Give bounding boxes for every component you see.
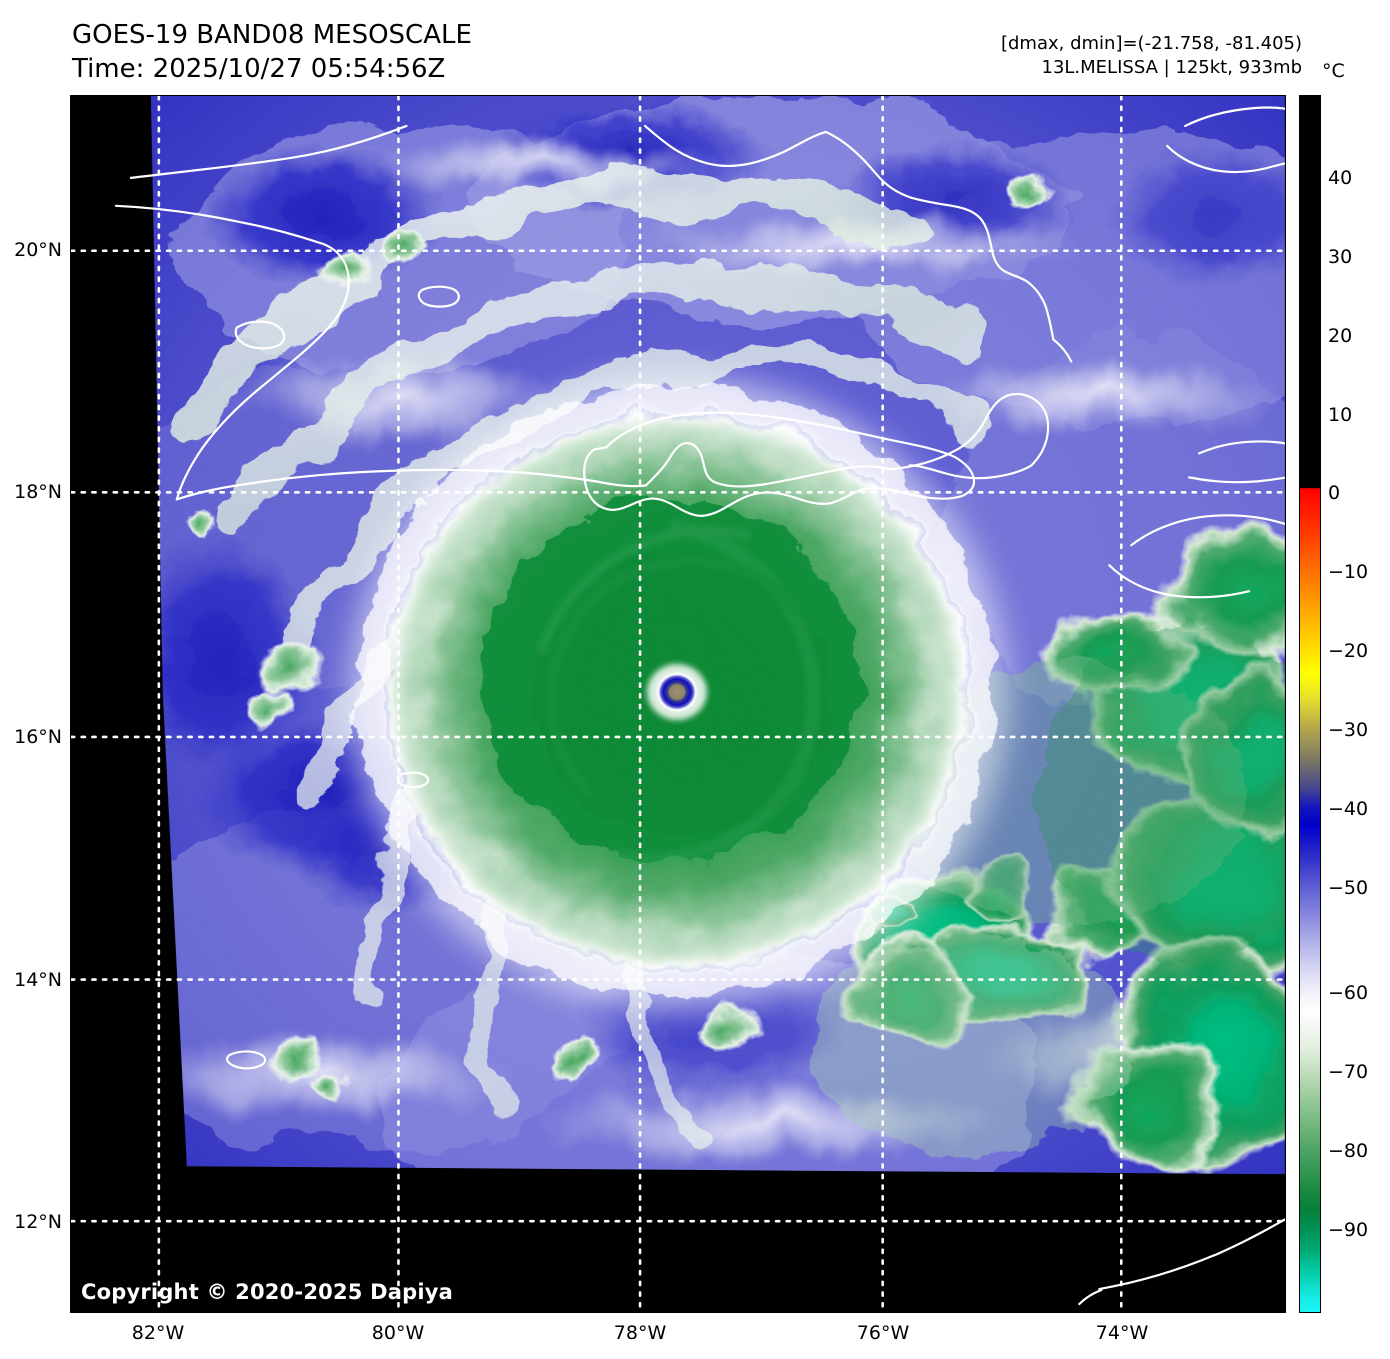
cbar-tick-m50: −50 — [1328, 877, 1369, 899]
coastline-south-america-w — [1078, 1288, 1103, 1306]
cbar-tick-10: 10 — [1328, 404, 1353, 426]
y-tick-16n: 16°N — [14, 726, 62, 748]
colorbar-gradient — [1300, 96, 1320, 1312]
cbar-tick-m40: −40 — [1328, 798, 1369, 820]
satellite-data-swath — [150, 96, 1285, 1175]
cbar-tick-m10: −10 — [1328, 561, 1369, 583]
coastline-cuba-west — [114, 204, 350, 501]
satellite-image-plot[interactable]: Copyright © 2020-2025 Dapiya — [70, 95, 1286, 1313]
coastline-grand-cayman — [234, 320, 286, 350]
y-tick-12n: 12°N — [14, 1211, 62, 1233]
x-tick-74w: 74°W — [1095, 1322, 1149, 1344]
y-tick-20n: 20°N — [14, 239, 62, 261]
coastline-hispaniola-sw — [1130, 514, 1285, 547]
cbar-tick-40: 40 — [1328, 167, 1353, 189]
coastlines-layer — [114, 106, 1285, 1306]
coastline-cuba-north — [129, 124, 408, 179]
cbar-tick-m20: −20 — [1328, 640, 1369, 662]
cbar-tick-m80: −80 — [1328, 1140, 1369, 1162]
cbar-tick-0: 0 — [1328, 482, 1341, 504]
coastline-cuba-south — [175, 468, 648, 501]
coastline-hispaniola-s — [1108, 564, 1251, 599]
coastline-cuba-east-tip — [888, 392, 1050, 471]
title-block: GOES-19 BAND08 MESOSCALE Time: 2025/10/2… — [72, 18, 472, 87]
copyright-label: Copyright © 2020-2025 Dapiya — [81, 1280, 453, 1304]
coastline-cuba-guantanamo — [1004, 270, 1055, 341]
coastline-south-america — [1098, 1218, 1285, 1291]
cbar-tick-m70: −70 — [1328, 1061, 1369, 1083]
coastline-hispaniola-bay-s — [1188, 476, 1285, 484]
coastline-islet-sw — [226, 1050, 267, 1070]
storm-info-label: 13L.MELISSA | 125kt, 933mb — [1041, 56, 1303, 78]
y-tick-14n: 14°N — [14, 969, 62, 991]
cbar-tick-m30: −30 — [1328, 719, 1369, 741]
coastline-cuba-ne — [824, 130, 1007, 273]
satellite-imagery-svg — [71, 96, 1285, 1312]
y-tick-18n: 18°N — [14, 481, 62, 503]
cbar-tick-30: 30 — [1328, 246, 1353, 268]
page-title: GOES-19 BAND08 MESOSCALE — [72, 20, 472, 50]
cbar-tick-m60: −60 — [1328, 982, 1369, 1004]
x-tick-82w: 82°W — [131, 1322, 185, 1344]
coastline-hispaniola-nw — [1184, 106, 1285, 128]
coastline-cayman-brac — [417, 285, 460, 308]
timestamp-label: Time: 2025/10/27 05:54:56Z — [72, 54, 446, 85]
x-tick-76w: 76°W — [856, 1322, 910, 1344]
coastline-cuba-east-south — [908, 464, 1033, 480]
colorbar-unit-label: °C — [1322, 60, 1345, 82]
colorbar[interactable] — [1299, 95, 1321, 1313]
x-tick-78w: 78°W — [613, 1322, 667, 1344]
annotation-block: [dmax, dmin]=(-21.758, -81.405) 13L.MELI… — [1001, 32, 1302, 80]
coastline-jamaica — [583, 411, 976, 517]
x-tick-80w: 80°W — [371, 1322, 425, 1344]
coastline-hispaniola-n — [1166, 144, 1285, 174]
cbar-tick-m90: −90 — [1328, 1219, 1369, 1241]
coastline-cuba-seg1 — [643, 124, 827, 168]
data-range-label: [dmax, dmin]=(-21.758, -81.405) — [1000, 33, 1302, 54]
coastline-cuba-link — [1052, 338, 1073, 363]
graticule-grid — [71, 96, 1285, 1312]
coastline-hispaniola-bay-n — [1198, 440, 1285, 455]
cbar-tick-20: 20 — [1328, 325, 1353, 347]
coastline-cuba-southeast — [644, 441, 891, 488]
